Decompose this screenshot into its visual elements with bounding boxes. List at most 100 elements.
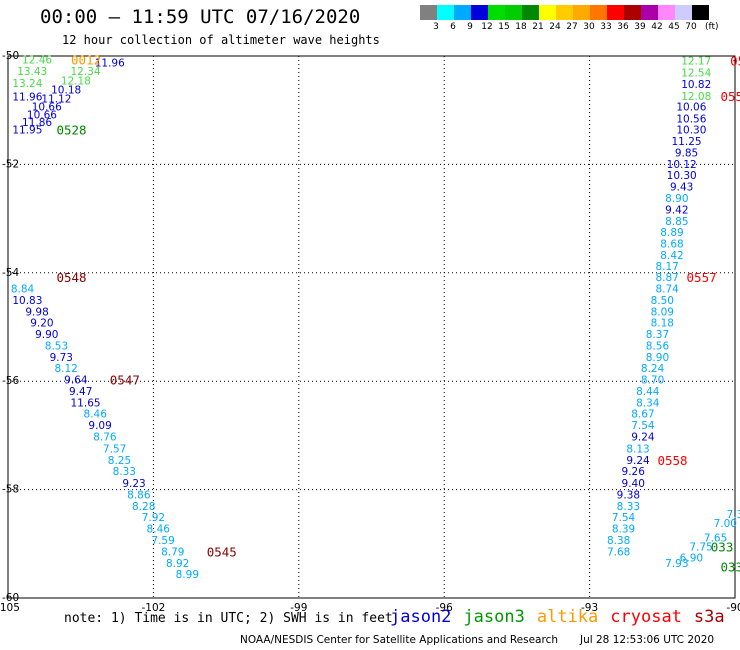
colorbar-swatch [437, 5, 454, 20]
swh-value-label: 9.26 [622, 466, 646, 478]
swh-value-label: 8.87 [655, 272, 678, 284]
longitude-tick-label: -102 [141, 602, 165, 614]
swh-value-label: 8.39 [612, 524, 635, 536]
units-note: note: 1) Time is in UTC; 2) SWH is in fe… [64, 611, 393, 626]
swh-value-label: 9.42 [665, 204, 688, 216]
colorbar-swatch [675, 5, 692, 20]
swh-colorbar: 3 6 9 12 15 18 21 24 27 30 33 36 39 42 45 70 (ft) [420, 5, 719, 32]
colorbar-swatch [539, 5, 556, 20]
swh-value-label: 7.75 [689, 542, 712, 554]
swh-value-label: 7.92 [142, 512, 165, 524]
swh-value-label: 7.65 [704, 532, 727, 544]
swh-value-label: 8.79 [161, 546, 184, 558]
swh-value-label: 12.18 [61, 75, 91, 87]
swh-value-label: 8.34 [636, 397, 660, 409]
swh-value-label: 10.30 [676, 125, 706, 137]
swh-value-label: 8.92 [166, 558, 189, 570]
swh-value-label: 8.46 [147, 524, 171, 536]
colorbar-tick-label: 33 [600, 22, 612, 32]
swh-value-label: 10.83 [12, 295, 42, 307]
pass-time-label: 0012 [71, 52, 101, 67]
swh-value-label: 8.99 [176, 569, 199, 581]
swh-value-label: 8.38 [607, 535, 630, 547]
colorbar-tick-label: 21 [532, 22, 544, 32]
colorbar-tick-label: 24 [549, 22, 561, 32]
colorbar-swatch [590, 5, 607, 20]
pass-time-label: 033 [711, 540, 734, 555]
colorbar-tick-label: 6 [450, 22, 456, 32]
swh-value-label: 13.43 [17, 66, 47, 78]
swh-value-label: 9.09 [88, 420, 111, 432]
swh-value-label: 8.68 [660, 239, 683, 251]
colorbar-swatch [471, 5, 488, 20]
colorbar-tick-label: 45 [668, 22, 680, 32]
swh-value-label: 8.37 [646, 329, 669, 341]
colorbar-tick-label: 12 [481, 22, 493, 32]
colorbar-tick-label: 36 [617, 22, 629, 32]
colorbar-swatch [556, 5, 573, 20]
credit-line: NOAA/NESDIS Center for Satellite Applica… [240, 634, 558, 646]
swh-value-label: 9.40 [622, 478, 645, 490]
swh-value-label: 8.13 [626, 443, 649, 455]
colorbar-swatch [624, 5, 641, 20]
swh-value-label: 8.09 [651, 306, 674, 318]
swh-value-label: 8.50 [651, 295, 674, 307]
swh-value-label: 10.30 [667, 170, 697, 182]
swh-value-label: 8.90 [646, 352, 669, 364]
swh-value-label: 10.66 [32, 101, 62, 113]
colorbar-tick-label: 18 [515, 22, 527, 32]
colorbar-unit: (ft) [705, 22, 719, 32]
swh-value-label: 7.93 [665, 558, 688, 570]
chart-title: 00:00 – 11:59 UTC 07/16/2020 [40, 6, 361, 28]
colorbar-swatch [573, 5, 590, 20]
colorbar-swatch [692, 5, 709, 20]
latitude-tick-label: -50 [2, 50, 19, 62]
colorbar-swatch [420, 5, 437, 20]
map-frame [7, 55, 736, 599]
colorbar-tick-label: 70 [685, 22, 697, 32]
colorbar-tick-label: 42 [651, 22, 663, 32]
colorbar-swatch [522, 5, 539, 20]
latitude-tick-label: -56 [2, 375, 19, 387]
colorbar-swatch [641, 5, 658, 20]
swh-value-label: 8.56 [646, 340, 670, 352]
swh-value-label: 12.54 [681, 67, 711, 79]
swh-value-label: 8.84 [11, 284, 35, 296]
swh-value-label: 8.67 [631, 409, 654, 421]
colorbar-tick-label: 3 [433, 22, 439, 32]
swh-value-label: 11.12 [41, 93, 71, 105]
swh-value-label: 8.33 [617, 501, 640, 513]
swh-value-label: 9.47 [69, 386, 92, 398]
legend-item-cryosat: cryosat [610, 607, 682, 627]
swh-value-label: 7.54 [631, 420, 655, 432]
colorbar-swatch [607, 5, 624, 20]
swh-value-label: 8.28 [132, 501, 155, 513]
swh-value-label: 11.25 [672, 136, 702, 148]
swh-value-label: 8.33 [113, 466, 136, 478]
latitude-tick-label: -60 [2, 592, 19, 604]
swh-value-label: 9.23 [122, 478, 145, 490]
colorbar-swatch [505, 5, 522, 20]
swh-value-label: 7.68 [607, 546, 630, 558]
swh-value-label: 7.57 [103, 443, 126, 455]
swh-value-label: 9.24 [626, 455, 650, 467]
generated-timestamp: Jul 28 12:53:06 UTC 2020 [580, 634, 715, 646]
pass-time-label: 0528 [56, 123, 86, 138]
swh-value-label: 10.18 [51, 85, 81, 97]
pass-time-label: 05 [730, 53, 740, 68]
pass-time-label: 0548 [56, 270, 86, 285]
swh-value-label: 10.82 [681, 79, 711, 91]
swh-value-label: 8.44 [636, 386, 660, 398]
legend-item-jason2: jason2 [390, 607, 452, 627]
swh-value-label: 8.42 [660, 250, 683, 262]
legend-item-jason3: jason3 [463, 607, 525, 627]
chart-subtitle: 12 hour collection of altimeter wave hei… [62, 33, 380, 47]
satellite-legend: jason2 jason3 altika cryosat s3a [390, 607, 737, 627]
swh-value-label: 9.20 [30, 318, 53, 330]
swh-value-label: 8.24 [641, 363, 665, 375]
pass-time-label: 0558 [657, 453, 687, 468]
colorbar-tick-label: 30 [583, 22, 595, 32]
colorbar-tick-label: 15 [498, 22, 510, 32]
swh-value-label: 13.24 [12, 78, 42, 90]
